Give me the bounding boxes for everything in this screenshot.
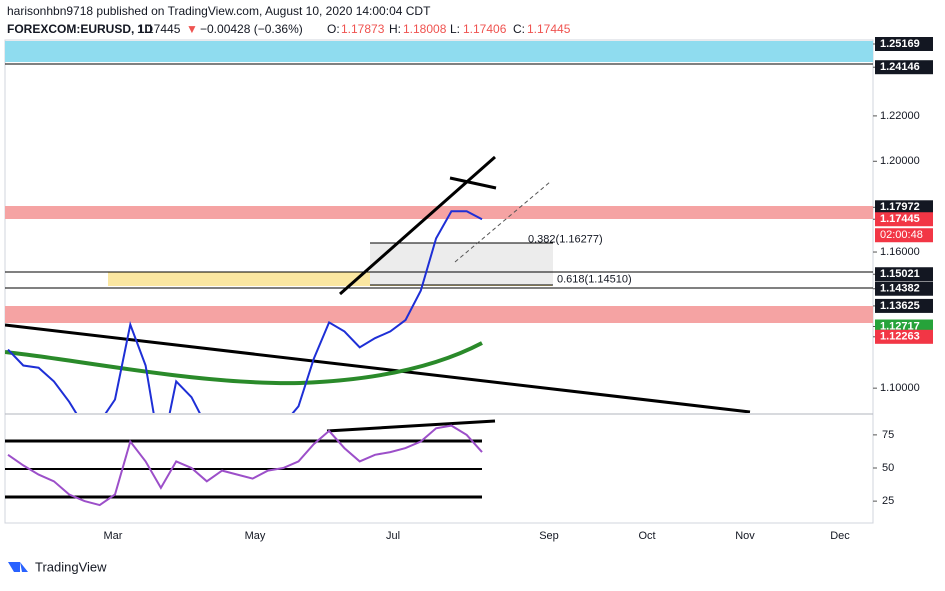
zone [5, 306, 873, 323]
open: 1.17873 [341, 22, 385, 36]
zone [5, 206, 873, 219]
price-box [875, 329, 933, 344]
fib-zone [370, 243, 553, 285]
zone [5, 41, 873, 62]
trendline [326, 419, 496, 433]
trendline [5, 323, 751, 413]
high-label: H: [389, 22, 401, 36]
price-label: 1.24146 [880, 61, 920, 73]
high: 1.18008 [403, 22, 447, 36]
arrow: ▼ [186, 22, 198, 36]
brand: TradingView [35, 559, 107, 574]
last: 1.17445 [137, 22, 181, 36]
time-label: Mar [104, 530, 123, 542]
rsi-label: 50 [882, 462, 894, 474]
price-box [875, 212, 933, 227]
series-line [7, 210, 483, 413]
price-box [875, 281, 933, 296]
price-label: 1.17972 [880, 201, 920, 213]
rsi-label: 75 [882, 429, 894, 441]
fib-label: 0.382(1.16277) [528, 234, 603, 246]
series-line [7, 424, 483, 507]
price-label: 1.10000 [880, 382, 920, 394]
time-label: Dec [830, 530, 850, 542]
fib-label: 0.618(1.14510) [557, 274, 632, 286]
price-box [875, 200, 933, 215]
price-label: 1.12717 [880, 320, 920, 332]
price-label: 1.13625 [880, 300, 920, 312]
trendline [449, 176, 497, 190]
drawings [5, 41, 873, 413]
rsi-drawings [5, 419, 496, 499]
price-box [875, 60, 933, 75]
close: 1.17445 [527, 22, 571, 36]
time-label: Nov [735, 530, 755, 542]
trendline [339, 155, 496, 296]
time-label: Sep [539, 530, 559, 542]
logo [8, 562, 28, 572]
price-box [875, 37, 933, 51]
countdown-box [875, 228, 933, 243]
change: −0.00428 (−0.36%) [200, 22, 303, 36]
rsi-label: 25 [882, 495, 894, 507]
price-label: 1.20000 [880, 155, 920, 167]
time-label: Jul [386, 530, 400, 542]
low: 1.17406 [463, 22, 507, 36]
price-box [875, 267, 933, 282]
close-label: C: [513, 22, 525, 36]
price-label: 1.15021 [880, 268, 920, 280]
frame [4, 39, 874, 524]
price-label: 1.12263 [880, 331, 920, 343]
price-label: 1.17445 [880, 213, 920, 225]
open-label: O: [327, 22, 340, 36]
moving-average [5, 341, 483, 386]
publisher: harisonhbn9718 published on TradingView.… [7, 4, 431, 18]
low-label: L: [450, 22, 460, 36]
countdown: 02:00:48 [880, 229, 923, 241]
symbol: FOREXCOM:EURUSD, 1D [7, 22, 153, 36]
time-label: Oct [638, 530, 655, 542]
price-label: 1.14382 [880, 283, 920, 295]
price-box [875, 298, 933, 313]
price-label: 1.25169 [880, 38, 920, 50]
price-label: 1.16000 [880, 246, 920, 258]
price-label: 1.22000 [880, 110, 920, 122]
time-label: May [245, 530, 266, 542]
